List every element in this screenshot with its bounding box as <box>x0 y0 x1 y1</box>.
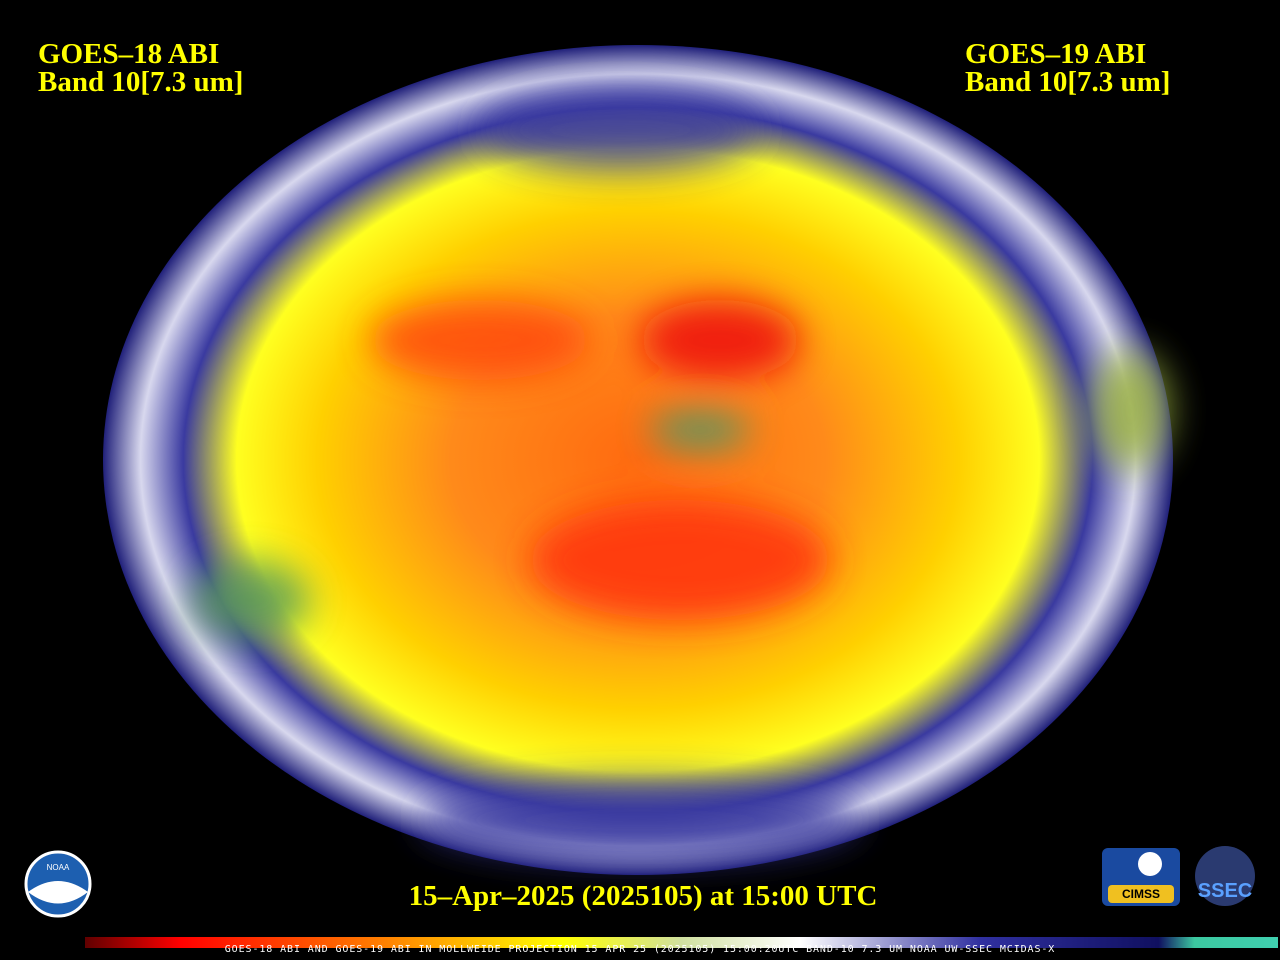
band-name: Band 10[7.3 um] <box>965 66 1171 98</box>
satellite-name: GOES–18 ABI <box>38 38 220 70</box>
right-label: GOES–19 ABI Band 10[7.3 um] <box>965 38 1171 98</box>
colorbar-caption: GOES-18 ABI AND GOES-19 ABI IN MOLLWEIDE… <box>224 944 1056 955</box>
logo-text: SSEC <box>1198 880 1252 902</box>
timestamp: 15–Apr–2025 (2025105) at 15:00 UTC <box>408 880 878 912</box>
satellite-name: GOES–19 ABI <box>965 38 1147 70</box>
globe <box>103 45 1173 875</box>
band-name: Band 10[7.3 um] <box>38 66 244 98</box>
ssec-logo: SSEC <box>1195 846 1255 906</box>
logo-text: CIMSS <box>1122 887 1160 901</box>
moisture-features <box>190 90 1170 860</box>
noaa-logo: NOAA <box>24 850 92 918</box>
colorbar <box>85 937 1278 948</box>
cimss-logo: CIMSS <box>1102 848 1180 906</box>
logo-text: NOAA <box>47 863 70 872</box>
left-label: GOES–18 ABI Band 10[7.3 um] <box>38 38 244 98</box>
